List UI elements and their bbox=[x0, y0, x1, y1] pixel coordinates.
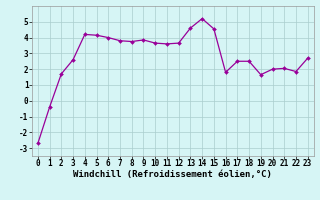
X-axis label: Windchill (Refroidissement éolien,°C): Windchill (Refroidissement éolien,°C) bbox=[73, 170, 272, 179]
